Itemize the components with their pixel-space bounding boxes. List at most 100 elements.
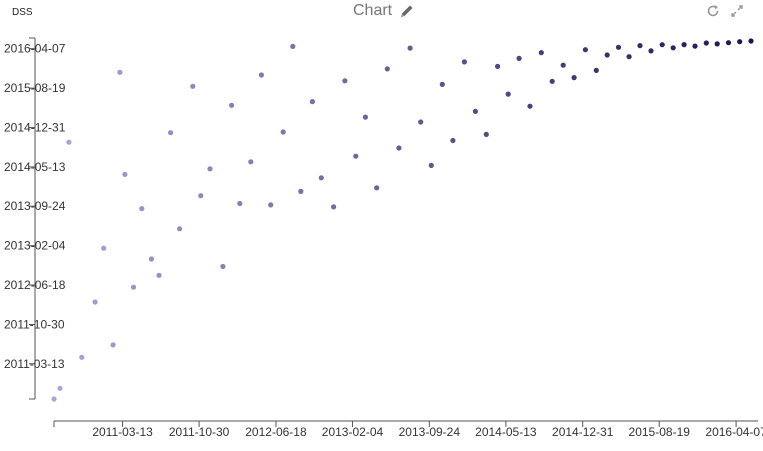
- data-point[interactable]: [626, 54, 632, 60]
- data-point[interactable]: [258, 72, 264, 78]
- data-point[interactable]: [418, 119, 424, 125]
- y-tick-label: 2011-10-30: [4, 317, 65, 331]
- data-point[interactable]: [156, 272, 162, 278]
- y-tick: 2011-10-30: [4, 317, 65, 331]
- data-point[interactable]: [615, 44, 622, 50]
- y-tick: 2014-05-13: [4, 160, 66, 174]
- data-point[interactable]: [725, 40, 732, 46]
- y-tick-label: 2011-03-13: [4, 357, 65, 371]
- data-point[interactable]: [51, 396, 57, 402]
- data-point[interactable]: [692, 43, 698, 49]
- data-point[interactable]: [298, 188, 304, 194]
- x-tick-label: 2011-03-13: [92, 425, 153, 439]
- data-point[interactable]: [659, 42, 665, 48]
- chart-title[interactable]: Chart: [353, 2, 393, 19]
- data-point[interactable]: [139, 206, 145, 212]
- data-point[interactable]: [703, 40, 709, 46]
- data-point[interactable]: [737, 39, 743, 45]
- data-point[interactable]: [714, 41, 720, 47]
- x-tick-label: 2015-08-19: [629, 425, 691, 439]
- data-point[interactable]: [190, 83, 196, 89]
- y-tick-label: 2014-05-13: [4, 160, 66, 174]
- data-point[interactable]: [122, 171, 128, 177]
- y-tick: 2012-06-18: [4, 278, 66, 292]
- data-point[interactable]: [130, 284, 137, 290]
- x-tick: 2011-03-13: [92, 421, 153, 439]
- data-point[interactable]: [280, 129, 286, 135]
- x-tick-label: 2012-06-18: [245, 425, 307, 439]
- y-tick-label: 2013-02-04: [4, 239, 66, 253]
- data-point[interactable]: [101, 245, 107, 251]
- data-point[interactable]: [248, 159, 254, 165]
- y-tick-label: 2013-09-24: [4, 199, 66, 213]
- y-tick: 2011-03-13: [4, 357, 65, 371]
- data-point[interactable]: [582, 47, 589, 53]
- data-point[interactable]: [637, 43, 643, 49]
- brand-label: DSS: [12, 7, 33, 18]
- data-point[interactable]: [670, 45, 676, 51]
- data-point[interactable]: [148, 256, 154, 262]
- data-point[interactable]: [527, 103, 533, 109]
- data-point[interactable]: [177, 226, 183, 232]
- data-point[interactable]: [538, 50, 544, 56]
- data-point[interactable]: [353, 153, 359, 159]
- data-point[interactable]: [384, 66, 390, 72]
- data-point[interactable]: [560, 62, 566, 68]
- scatter-points: [51, 38, 754, 402]
- x-tick-label: 2014-12-31: [552, 425, 614, 439]
- data-point[interactable]: [168, 130, 174, 136]
- data-point[interactable]: [571, 75, 577, 81]
- data-point[interactable]: [79, 354, 85, 360]
- data-point[interactable]: [516, 55, 522, 62]
- x-tick: 2016-04-07: [705, 421, 763, 439]
- data-point[interactable]: [290, 43, 296, 50]
- data-point[interactable]: [268, 202, 274, 208]
- data-point[interactable]: [374, 185, 380, 191]
- data-point[interactable]: [549, 78, 555, 84]
- y-tick: 2015-08-19: [4, 81, 66, 95]
- data-point[interactable]: [593, 67, 599, 73]
- y-tick-label: 2015-08-19: [4, 81, 66, 95]
- x-tick: 2011-10-30: [169, 421, 230, 439]
- data-point[interactable]: [428, 162, 434, 168]
- data-point[interactable]: [362, 114, 368, 120]
- data-point[interactable]: [505, 91, 511, 97]
- data-point[interactable]: [483, 131, 489, 137]
- data-point[interactable]: [237, 200, 243, 207]
- data-point[interactable]: [207, 166, 213, 172]
- y-tick: 2013-09-24: [4, 199, 66, 213]
- data-point[interactable]: [450, 137, 456, 144]
- data-point[interactable]: [439, 81, 445, 87]
- data-point[interactable]: [748, 38, 754, 44]
- x-tick-label: 2014-05-13: [475, 425, 537, 439]
- data-point[interactable]: [407, 45, 413, 51]
- data-point[interactable]: [220, 263, 226, 270]
- expand-icon[interactable]: [730, 4, 744, 18]
- y-tick: 2014-12-31: [4, 120, 66, 134]
- data-point[interactable]: [57, 385, 63, 391]
- data-point[interactable]: [396, 145, 402, 151]
- data-point[interactable]: [681, 42, 687, 48]
- data-point[interactable]: [472, 108, 478, 114]
- pencil-icon[interactable]: [399, 3, 415, 19]
- data-point[interactable]: [117, 69, 123, 75]
- data-point[interactable]: [66, 139, 72, 145]
- data-point[interactable]: [461, 59, 467, 65]
- data-point[interactable]: [604, 52, 610, 58]
- data-point[interactable]: [92, 299, 98, 305]
- data-point[interactable]: [342, 78, 348, 84]
- data-point[interactable]: [331, 204, 337, 210]
- data-point[interactable]: [495, 63, 501, 69]
- data-point[interactable]: [198, 193, 204, 199]
- y-tick-label: 2016-04-07: [4, 42, 66, 56]
- y-axis: 2011-03-13 2011-10-30 2012-06-18 2013-02-04…: [4, 37, 66, 400]
- data-point[interactable]: [648, 48, 654, 54]
- data-point[interactable]: [110, 342, 116, 348]
- data-point[interactable]: [229, 102, 235, 108]
- data-point[interactable]: [318, 175, 324, 181]
- x-tick-label: 2011-10-30: [169, 425, 230, 439]
- refresh-icon[interactable]: [706, 4, 720, 18]
- data-point[interactable]: [309, 99, 315, 105]
- title-group: Chart: [353, 2, 415, 20]
